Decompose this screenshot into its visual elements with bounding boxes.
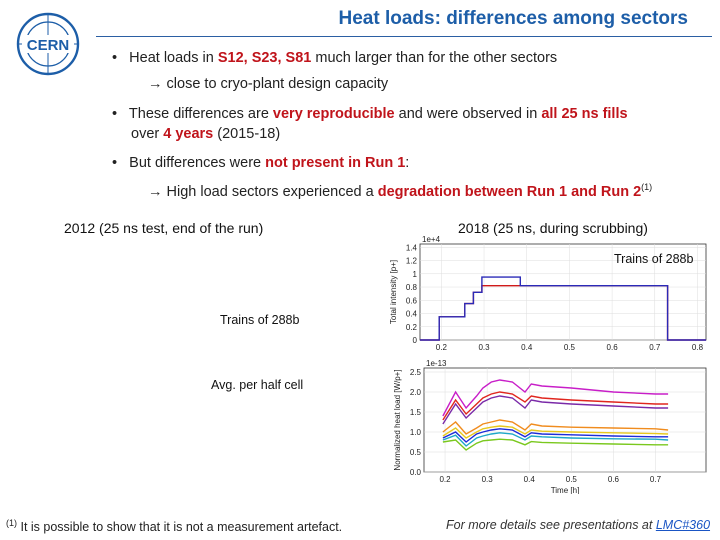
y-multiplier: 1e-13	[426, 360, 447, 368]
series-line-s67	[442, 432, 669, 447]
arrow-icon: →	[148, 76, 163, 92]
series-line-beam-2	[420, 276, 706, 341]
bullet-1-sub: → close to cryo-plant design capacity	[148, 76, 389, 92]
y-tick-label: 0.0	[410, 468, 422, 477]
x-tick-label: 0.2	[439, 475, 451, 484]
y-tick-label: 2.0	[410, 388, 422, 397]
heatload-chart: 2.5 2.0 1.5 1.0 0.5 0.0 0.2 0.3 0.4 0.5 0.6 0.7 1e-1…	[393, 360, 707, 494]
left-panel-caption: 2012 (25 ns test, end of the run)	[64, 220, 264, 236]
right-trains-label: Trains of 288b	[614, 252, 694, 266]
y-axis-label: Total intensity [p+]	[389, 260, 398, 324]
x-tick-label: 0.2	[436, 343, 448, 352]
x-tick-label: 0.5	[566, 475, 578, 484]
x-tick-label: 0.3	[482, 475, 494, 484]
series-line-s23	[442, 391, 669, 421]
left-avg-label: Avg. per half cell	[211, 378, 304, 392]
series-line-s12	[442, 379, 669, 417]
bullet-1: • Heat loads in S12, S23, S81 much large…	[112, 50, 558, 66]
bullet-dot: •	[112, 106, 118, 122]
x-tick-label: 0.5	[564, 343, 576, 352]
bullet-2-line-2: over 4 years (2015-18)	[131, 126, 281, 142]
bullet-2: • These differences are very reproducibl…	[112, 106, 628, 122]
x-tick-label: 0.8	[692, 343, 704, 352]
y-tick-label: 1.2	[406, 257, 418, 266]
y-tick-label: 0.4	[406, 310, 418, 319]
plot-frame	[419, 243, 707, 341]
y-tick-label: 1.0	[410, 428, 422, 437]
title-rule	[96, 36, 712, 37]
details-note: For more details see presentations at LM…	[446, 518, 711, 532]
bullet-3: • But differences were not present in Ru…	[112, 155, 410, 171]
y-tick-label: 1.4	[406, 243, 418, 252]
cern-logo: CERN	[16, 12, 80, 76]
x-tick-label: 0.7	[649, 343, 661, 352]
series-line-s56	[442, 428, 669, 443]
right-panel-caption: 2018 (25 ns, during scrubbing)	[458, 220, 648, 236]
x-tick-label: 0.4	[521, 343, 533, 352]
y-tick-label: 0.6	[406, 296, 418, 305]
bullet-dot: •	[112, 155, 118, 171]
plot-frame	[423, 367, 707, 473]
y-multiplier: 1e+4	[422, 236, 441, 244]
footnote: (1) It is possible to show that it is no…	[6, 518, 343, 535]
x-axis-label: Time [h]	[551, 486, 580, 494]
intensity-chart: 1.4 1.2 1 0.8 0.6 0.4 0.2 0 0.2 0.3 0.4 0.5 0.6 0.7 0.…	[389, 236, 707, 352]
y-tick-label: 0.5	[410, 448, 422, 457]
x-tick-label: 0.3	[478, 343, 490, 352]
y-tick-label: 1.5	[410, 408, 422, 417]
x-tick-label: 0.4	[524, 475, 536, 484]
y-tick-label: 0.2	[406, 323, 418, 332]
y-axis-label: Normalized heat load [W/p+]	[393, 369, 402, 470]
series-line-s34	[442, 419, 669, 435]
left-trains-label: Trains of 288b	[220, 313, 300, 327]
x-tick-label: 0.6	[607, 343, 619, 352]
y-tick-label: 0	[413, 336, 418, 345]
y-tick-label: 1	[413, 270, 418, 279]
y-tick-label: 2.5	[410, 368, 422, 377]
y-tick-label: 0.8	[406, 283, 418, 292]
cern-logo-text: CERN	[27, 37, 70, 54]
series-line-s78	[442, 438, 669, 451]
series-line-s45	[442, 425, 669, 439]
bullet-dot: •	[112, 50, 118, 66]
series-line-s81	[442, 395, 669, 425]
lmc-link[interactable]: LMC#360	[655, 518, 711, 532]
x-tick-label: 0.6	[608, 475, 620, 484]
arrow-icon: →	[148, 183, 163, 200]
x-tick-label: 0.7	[650, 475, 662, 484]
bullet-3-sub: → High load sectors experienced a degrad…	[148, 182, 653, 200]
page-title: Heat loads: differences among sectors	[338, 8, 689, 29]
